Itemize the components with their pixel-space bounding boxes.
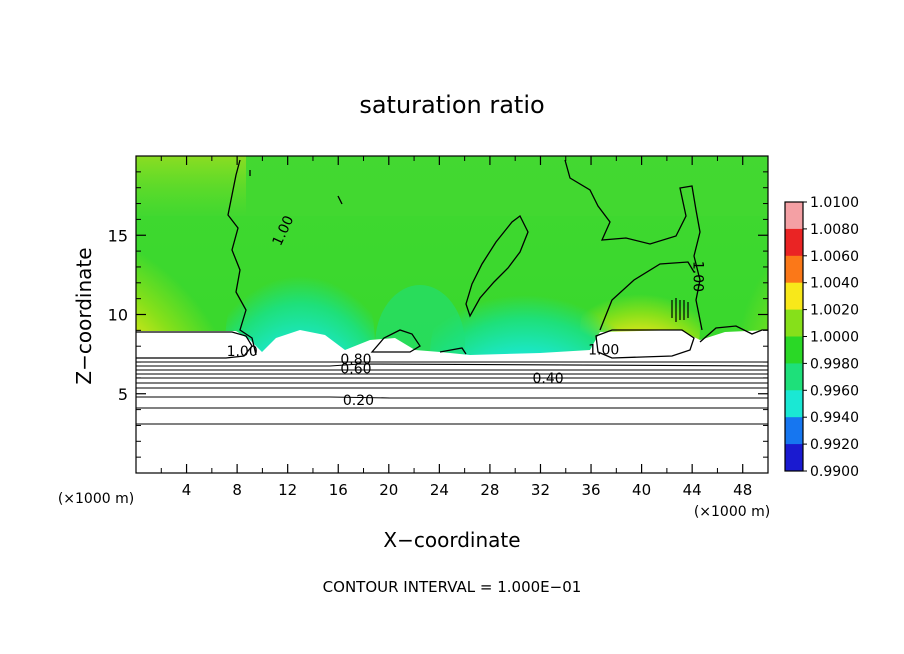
colorbar-tick-label: 1.0060 [810,249,859,265]
contour-lines-cloud [136,325,768,359]
contour-label: 0.60 [340,361,371,377]
y-axis-label: Z−coordinate [72,247,96,384]
x-tick-label: 16 [329,481,348,499]
contour-lines-lower [136,361,768,425]
x-tick-label: 20 [379,481,398,499]
x-tick-label: 48 [733,481,752,499]
colorbar-segment [785,417,803,445]
y-unit-label: (×1000 m) [58,491,134,507]
contour-label: 0.40 [532,371,563,387]
colorbar-segment [785,309,803,337]
colorbar-tick-label: 1.0080 [810,222,859,238]
colorbar-segment [785,255,803,284]
plot-area [136,156,768,473]
x-tick-label: 32 [531,481,550,499]
x-tick-label: 4 [182,481,192,499]
colorbar-tick-label: 1.0020 [810,303,859,319]
colorbar-tick-label: 1.0000 [810,330,859,346]
colorbar-segment [785,444,803,472]
colorbar-tick-label: 0.9960 [810,383,859,399]
colorbar-tick-label: 1.0100 [810,195,859,211]
contour-label: 1.00 [227,344,258,360]
contour-interval-note: CONTOUR INTERVAL = 1.000E−01 [323,578,582,596]
contour-label: 0.20 [343,393,374,409]
contour-labels: 1.001.00 1.001.000.800.600.400.20 [227,213,706,409]
contour-wiggles [671,298,689,322]
colorbar: 1.0100 1.0080 1.0060 1.0040 1.0020 1.0000 0.99… [784,195,859,480]
colorbar-tick-label: 0.9920 [810,437,859,453]
x-unit-label: (×1000 m) [694,504,770,520]
colorbar-segment [785,228,803,257]
colorbar-segment [785,363,803,391]
contour-lines-upper [227,159,703,356]
colorbar-tick-label: 0.9980 [810,356,859,372]
colorbar-segment [785,390,803,418]
x-tick-label: 40 [632,481,651,499]
colorbar-tick-label: 0.9900 [810,464,859,480]
chart-title: saturation ratio [359,91,544,119]
x-axis-ticks: 4 8 12 16 20 24 28 32 36 40 44 48 [160,156,752,499]
colorbar-segment [785,202,803,230]
colorbar-segment [785,336,803,364]
x-tick-label: 24 [430,481,449,499]
x-axis-label: X−coordinate [383,528,520,552]
contour-label: 0.80 [340,352,371,368]
y-tick-label: 5 [118,385,128,404]
x-tick-label: 44 [683,481,702,499]
x-tick-label: 12 [278,481,297,499]
contour-label: 1.00 [689,261,705,292]
y-tick-label: 15 [108,226,128,245]
x-tick-label: 8 [232,481,242,499]
colorbar-tick-label: 1.0040 [810,276,859,292]
x-tick-label: 36 [581,481,600,499]
y-tick-label: 10 [108,306,128,325]
x-tick-label: 28 [480,481,499,499]
colorbar-tick-label: 0.9940 [810,410,859,426]
y-axis-ticks: 5 10 15 [108,171,768,458]
region-upper-yellow [136,156,246,216]
contour-label: 1.00 [588,342,619,358]
colorbar-segment [785,282,803,311]
